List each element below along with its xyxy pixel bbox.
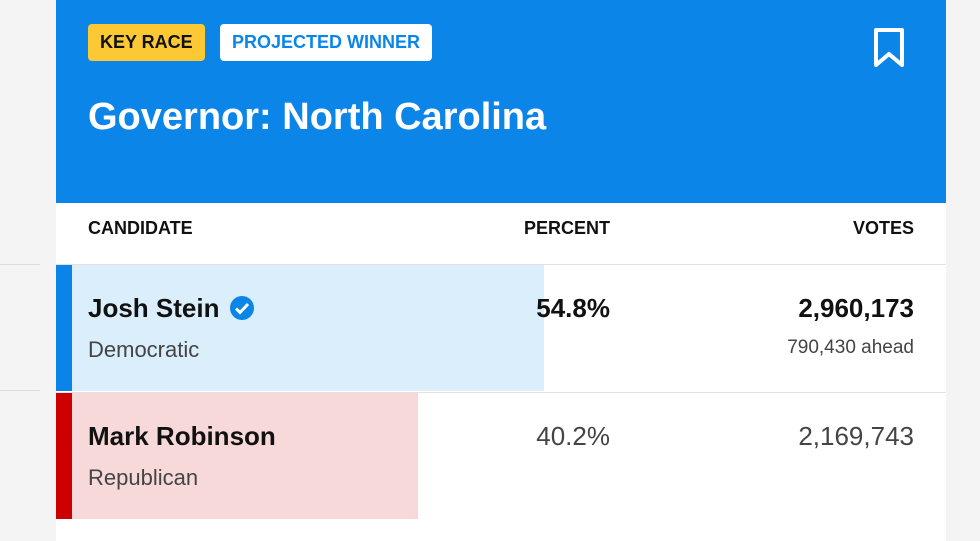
party-name: Republican [88, 465, 199, 490]
badge: KEY RACE [88, 24, 205, 61]
candidate-row: Mark Robinson Republican 40.2% 2,169,743 [56, 392, 946, 519]
percent-bar [72, 393, 419, 519]
column-header: PERCENT [523, 218, 610, 238]
votes: 2,169,743 [798, 421, 914, 451]
candidate-row: Josh Stein Democratic 54.8% 2,960,173 790,43… [56, 264, 946, 391]
bookmark-icon[interactable] [872, 27, 908, 69]
candidate-name: Mark Robinson [88, 421, 276, 451]
race-card: KEY RACE PROJECTED WINNER Governor: Nort… [56, 0, 946, 541]
verified-icon [230, 296, 255, 320]
side-line [0, 390, 40, 391]
card-header: KEY RACE PROJECTED WINNER Governor: Nort… [56, 0, 946, 203]
percent: 54.8% [536, 293, 610, 323]
title: Governor: North Carolina [88, 96, 547, 138]
percent-bar [72, 265, 544, 391]
candidate-name: Josh Stein [88, 293, 255, 324]
column-header: VOTES [852, 218, 914, 238]
party-name: Democratic [88, 337, 200, 362]
party-stripe [56, 265, 72, 391]
vote-margin: 790,430 ahead [787, 337, 914, 358]
party-stripe [56, 393, 72, 519]
votes: 2,960,173 [798, 293, 914, 323]
column-header: CANDIDATE [88, 218, 193, 238]
side-line [0, 264, 40, 265]
percent: 40.2% [536, 421, 610, 451]
badge: PROJECTED WINNER [220, 24, 433, 61]
